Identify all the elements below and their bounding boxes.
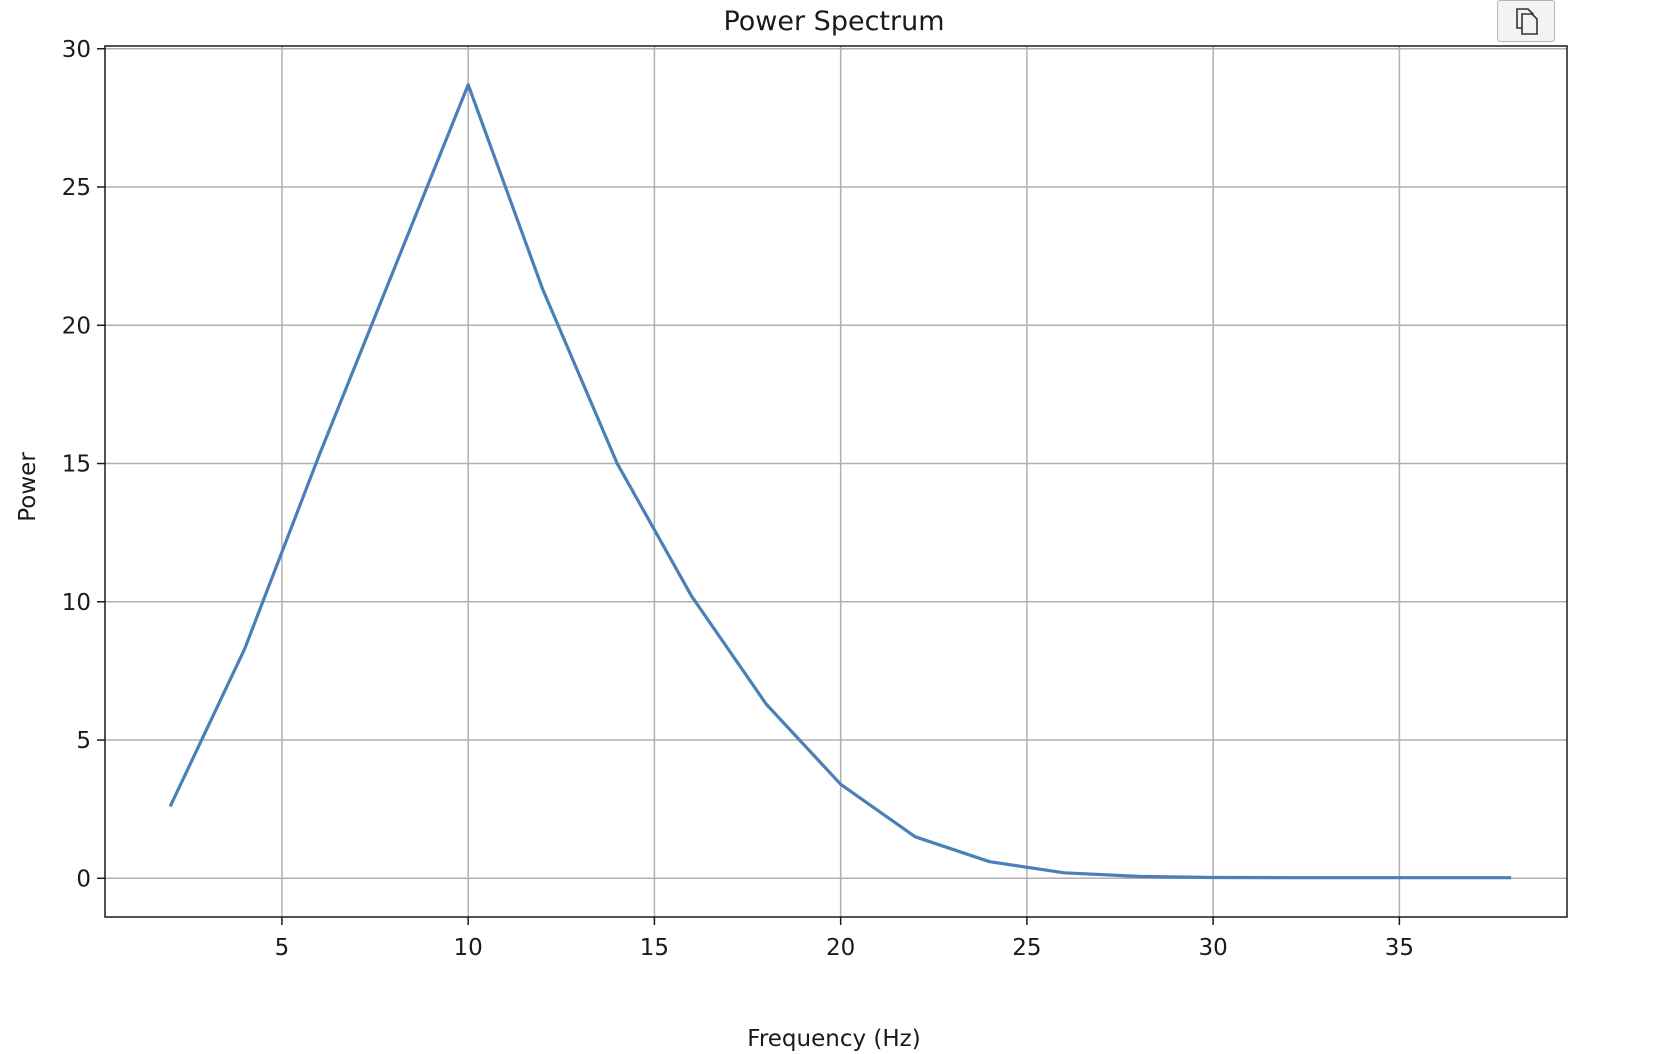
x-tick-label: 35 (1385, 935, 1414, 961)
y-tick-label: 20 (62, 313, 91, 339)
y-axis-label: Power (15, 452, 41, 522)
x-tick-label: 15 (640, 935, 669, 961)
y-tick-label: 30 (62, 37, 91, 63)
grid (105, 46, 1567, 917)
y-tick-label: 15 (62, 452, 91, 478)
y-tick-label: 5 (76, 728, 91, 754)
copy-button[interactable] (1497, 0, 1555, 42)
x-axis-label: Frequency (Hz) (747, 1026, 920, 1052)
series-lines (168, 83, 1512, 880)
y-tick-label: 10 (62, 590, 91, 616)
y-tick-label: 25 (62, 175, 91, 201)
x-tick-label: 30 (1198, 935, 1227, 961)
chart-title: Power Spectrum (723, 6, 944, 37)
power-series-line (168, 83, 1512, 880)
x-tick-label: 10 (454, 935, 483, 961)
x-tick-label: 20 (826, 935, 855, 961)
x-tick-label: 25 (1012, 935, 1041, 961)
plot-frame (104, 45, 1568, 918)
axis-ticks: 5 10 15 20 25 30 35 0 5 10 15 20 25 30 (62, 37, 1414, 961)
y-tick-label: 0 (76, 866, 91, 892)
x-tick-label: 5 (275, 935, 290, 961)
copy-icon (1513, 6, 1539, 36)
